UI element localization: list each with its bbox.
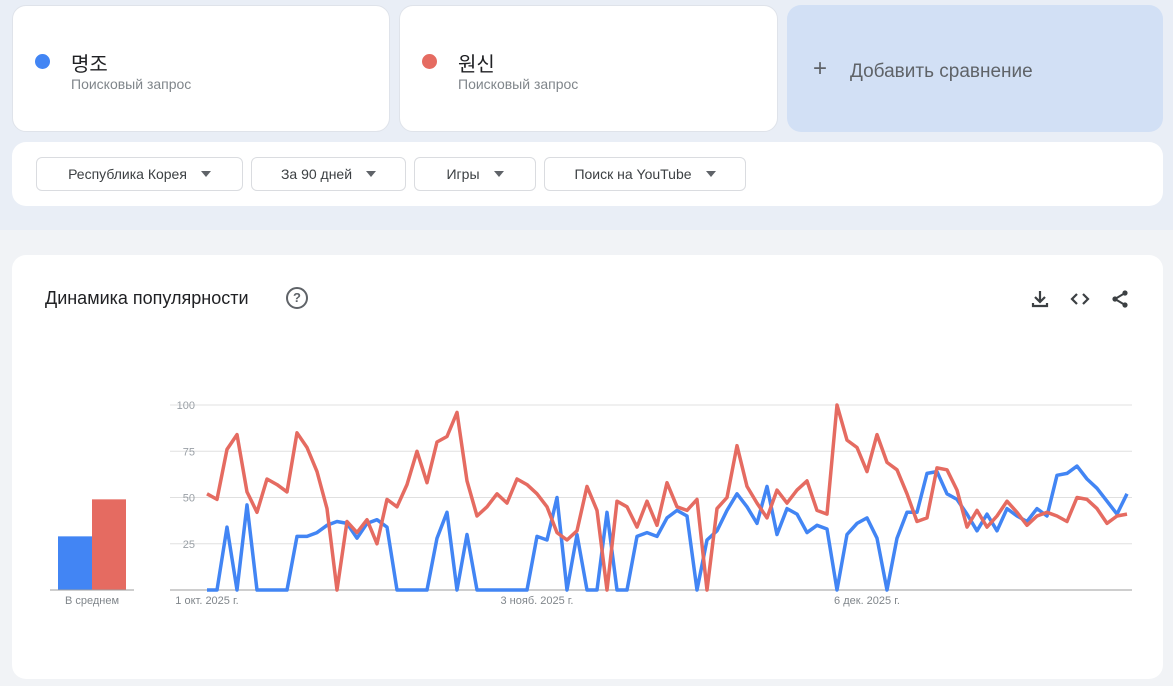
search-type-dropdown[interactable]: Поиск на YouTube <box>544 157 746 191</box>
filter-bar: Республика Корея За 90 дней Игры Поиск н… <box>12 142 1163 206</box>
filter-label: Поиск на YouTube <box>574 166 692 182</box>
y-tick-label: 50 <box>183 493 195 505</box>
term-name[interactable]: 원신 <box>458 52 495 76</box>
term-name[interactable]: 명조 <box>71 52 108 76</box>
average-bar-1 <box>58 536 92 590</box>
region-dropdown[interactable]: Республика Корея <box>36 157 243 191</box>
filter-label: Игры <box>446 166 480 182</box>
panel-title: Динамика популярности <box>45 288 249 308</box>
y-tick-label: 100 <box>177 400 195 412</box>
x-tick-label: 3 нояб. 2025 г. <box>501 595 574 607</box>
series-color-dot <box>422 54 437 69</box>
y-tick-label: 75 <box>183 446 195 458</box>
caret-down-icon <box>366 171 377 177</box>
x-tick-label: 6 дек. 2025 г. <box>834 595 900 607</box>
average-label: В среднем <box>65 595 119 607</box>
term-card-2[interactable]: 원신 Поисковый запрос <box>399 5 778 132</box>
add-comparison-button[interactable]: + Добавить сравнение <box>787 5 1163 132</box>
caret-down-icon <box>705 171 716 177</box>
caret-down-icon <box>200 171 211 177</box>
x-tick-label: 1 окт. 2025 г. <box>175 595 238 607</box>
filter-label: За 90 дней <box>280 166 353 182</box>
add-comparison-label: Добавить сравнение <box>850 61 1033 82</box>
series-color-dot <box>35 54 50 69</box>
y-tick-label: 25 <box>183 539 195 551</box>
time-range-dropdown[interactable]: За 90 дней <box>251 157 406 191</box>
filter-label: Республика Корея <box>68 166 187 182</box>
category-dropdown[interactable]: Игры <box>414 157 536 191</box>
download-icon[interactable] <box>1029 288 1051 310</box>
help-icon[interactable]: ? <box>286 287 308 309</box>
embed-code-icon[interactable] <box>1069 288 1091 310</box>
term-type: Поисковый запрос <box>458 76 579 92</box>
interest-over-time-panel: Динамика популярности ? <box>12 255 1163 679</box>
share-icon[interactable] <box>1109 288 1131 310</box>
average-bar-2 <box>92 499 126 590</box>
plus-icon: + <box>813 55 828 82</box>
caret-down-icon <box>493 171 504 177</box>
term-card-1[interactable]: 명조 Поисковый запрос <box>12 5 390 132</box>
term-type: Поисковый запрос <box>71 76 192 92</box>
